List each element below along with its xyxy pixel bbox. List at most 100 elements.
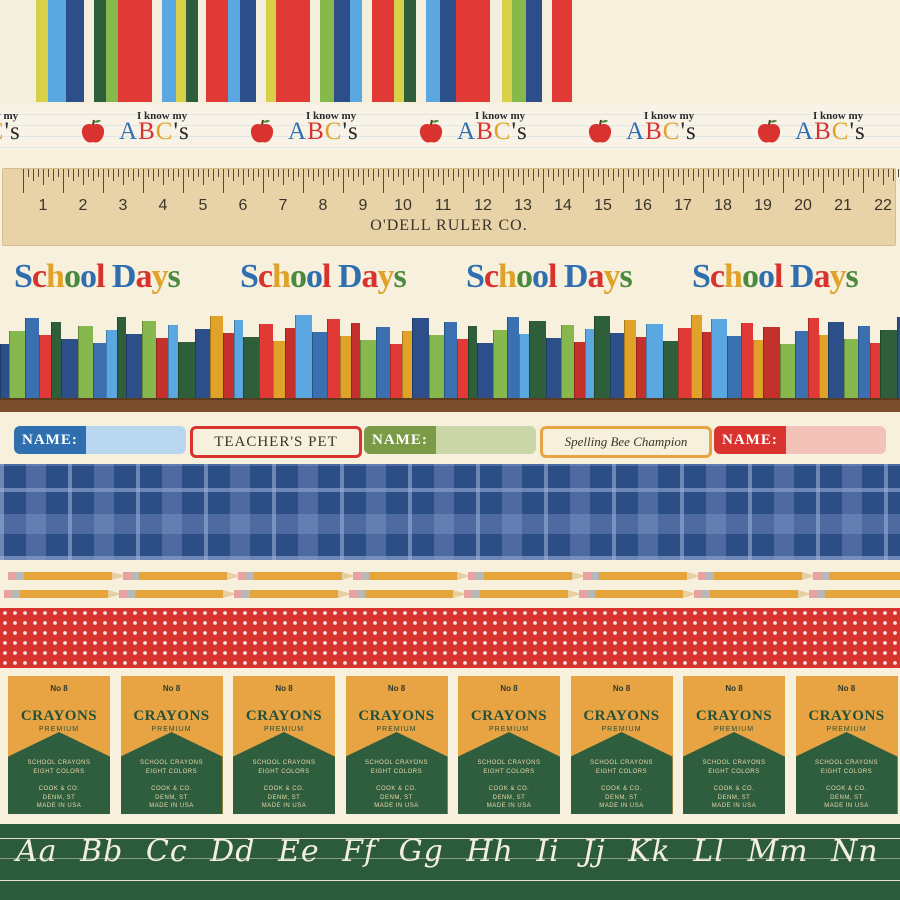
ruler-tick <box>718 169 719 177</box>
crayon-info: MADE IN USA <box>486 803 532 809</box>
ruler-number: 3 <box>118 197 128 214</box>
stripe <box>276 0 298 102</box>
ruler-tick <box>723 169 724 185</box>
ruler-tick <box>423 169 424 193</box>
ruler-number: 1 <box>38 197 48 214</box>
book <box>763 327 780 398</box>
pencil-wood <box>250 590 338 598</box>
ruler-tick <box>348 169 349 177</box>
crayon-premium: PREMIUM <box>263 726 305 733</box>
stripe <box>552 0 572 102</box>
crayon-info: MADE IN USA <box>824 803 869 809</box>
abc-letter: 's <box>4 118 21 145</box>
crayon-number: No 8 <box>50 684 68 693</box>
crayon-box: No 8 CRAYONS PREMIUM SCHOOL CRAYONS EIGHT CO… <box>233 676 335 814</box>
abc-big-text: ABC's <box>288 118 359 146</box>
ruler-tick <box>873 169 874 181</box>
ruler-tick <box>223 169 224 193</box>
pencil <box>8 572 126 580</box>
ruler-tick <box>513 169 514 181</box>
ruler-border: O'DELL RULER CO. 1 2 3 4 5 6 7 8 9 10 11 12 13 14 15 16… <box>0 160 900 248</box>
abc-letter: C <box>662 118 681 145</box>
book <box>678 328 691 398</box>
school-days-letter: c <box>257 258 273 295</box>
ruler-tick <box>653 169 654 181</box>
ruler-tick <box>88 169 89 177</box>
pencil <box>583 572 701 580</box>
ruler-tick <box>288 169 289 177</box>
abc-letter: 's <box>680 118 697 145</box>
ruler-tick <box>133 169 134 181</box>
school-days-letter: l <box>547 258 558 295</box>
book <box>295 315 312 398</box>
ruler-tick <box>273 169 274 181</box>
ruler-tick <box>413 169 414 181</box>
crayon-name: CRAYONS <box>808 708 885 724</box>
ruler-tick <box>828 169 829 177</box>
ruler-tick <box>233 169 234 181</box>
crayon-info: MADE IN USA <box>711 803 757 809</box>
ruler-tick <box>93 169 94 181</box>
book <box>51 322 61 398</box>
book <box>340 336 351 398</box>
abc-top-text: I know my <box>0 110 19 122</box>
crayon-name: CRAYONS <box>133 708 210 724</box>
school-days-letter <box>104 258 112 295</box>
ruler-tick <box>553 169 554 181</box>
book <box>106 330 117 398</box>
pencil <box>234 590 352 598</box>
school-days-letter: o <box>757 258 775 295</box>
school-days-letter: o <box>305 258 323 295</box>
ruler-tick <box>173 169 174 181</box>
ruler-tick <box>863 169 864 193</box>
stripe <box>350 0 362 102</box>
crayon-box: No 8 CRAYONS PREMIUM SCHOOL CRAYONS EIGHT CO… <box>8 676 110 814</box>
pencil-wood <box>599 572 687 580</box>
pencil-tip <box>798 590 812 598</box>
school-days-letter: s <box>393 258 406 295</box>
book <box>507 317 519 398</box>
ruler-tick <box>373 169 374 181</box>
ruler-tick <box>368 169 369 177</box>
book <box>468 326 477 398</box>
school-days-text: School Days <box>240 258 407 296</box>
book <box>444 322 457 398</box>
book <box>360 340 376 398</box>
apple-icon <box>79 118 107 146</box>
ruler-number: 4 <box>158 197 168 214</box>
pencil-wood <box>484 572 572 580</box>
ruler-tick <box>843 169 844 185</box>
ruler-tick <box>128 169 129 177</box>
crayon-info: DENM, ST <box>42 795 76 801</box>
abc-letter: C <box>493 118 512 145</box>
ruler-number: 16 <box>634 197 652 214</box>
pencil-ferrule <box>131 572 139 580</box>
crayon-number: No 8 <box>500 684 518 693</box>
pencil-ferrule <box>357 590 365 598</box>
ruler-tick <box>728 169 729 177</box>
ruler-tick <box>258 169 259 177</box>
abc-letter: B <box>138 118 156 145</box>
pencil-eraser <box>119 590 127 598</box>
school-days-letter: D <box>563 258 589 295</box>
ruler-tick <box>778 169 779 177</box>
pencil-eraser <box>698 572 706 580</box>
ruler-tick <box>463 169 464 193</box>
ruler-tick <box>358 169 359 177</box>
crayon-info: DENM, ST <box>155 795 188 801</box>
crayon-box-border: No 8 CRAYONS PREMIUM SCHOOL CRAYONS EIGHT CO… <box>0 676 900 816</box>
ruler-number: 21 <box>834 197 852 214</box>
book <box>663 341 678 398</box>
crayon-box: No 8 CRAYONS PREMIUM SCHOOL CRAYONS EIGHT CO… <box>120 676 223 814</box>
ruler-tick <box>693 169 694 181</box>
pencil-ferrule <box>591 572 599 580</box>
crayon-name: CRAYONS <box>470 708 548 724</box>
ruler-number: 11 <box>434 197 452 214</box>
stripe <box>490 0 502 102</box>
stripe <box>456 0 478 102</box>
ruler-tick <box>248 169 249 177</box>
stripe <box>266 0 276 102</box>
ruler-tick <box>498 169 499 177</box>
ruler-tick <box>753 169 754 181</box>
ruler-tick <box>603 169 604 185</box>
